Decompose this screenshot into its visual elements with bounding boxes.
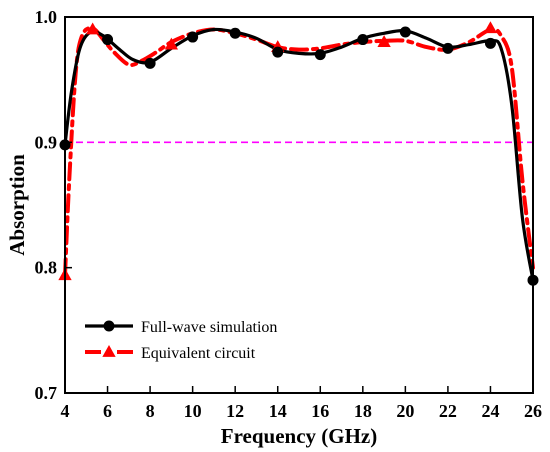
data-point-equivalent-circuit xyxy=(483,21,498,34)
series-layer xyxy=(58,21,539,286)
x-tick-label: 26 xyxy=(524,401,542,421)
legend-item-equivalent-circuit: Equivalent circuit xyxy=(85,345,256,362)
x-tick-label: 4 xyxy=(61,401,70,421)
data-point-equivalent-circuit xyxy=(164,37,179,50)
y-tick-label: 0.9 xyxy=(35,132,58,152)
x-tick-label: 18 xyxy=(354,401,372,421)
x-tick-label: 6 xyxy=(103,401,112,421)
x-tick-label: 12 xyxy=(226,401,244,421)
y-tick-label: 1.0 xyxy=(35,7,58,27)
legend-label-full-wave: Full-wave simulation xyxy=(141,319,277,336)
x-tick-label: 14 xyxy=(269,401,287,421)
x-tick-label: 22 xyxy=(439,401,457,421)
legend-marker-full-wave xyxy=(103,320,115,332)
legend: Full-wave simulation Equivalent circuit xyxy=(85,319,277,362)
tick-layer: 4 6 8 10 12 14 16 18 20 22 24 26 0.7 0.8 0.9 1.0 xyxy=(35,7,543,421)
plot-frame xyxy=(64,16,534,394)
legend-marker-equivalent-circuit xyxy=(102,345,116,357)
data-point-equivalent-circuit xyxy=(86,22,100,35)
series-line-full-wave xyxy=(63,27,535,282)
x-tick-label: 8 xyxy=(146,401,155,421)
legend-label-equivalent-circuit: Equivalent circuit xyxy=(141,345,256,362)
x-tick-label: 10 xyxy=(184,401,202,421)
x-tick-label: 20 xyxy=(396,401,414,421)
data-point-full-wave xyxy=(357,34,369,46)
data-point-full-wave xyxy=(442,42,454,54)
data-point-full-wave xyxy=(399,26,411,38)
x-axis-title: Frequency (GHz) xyxy=(221,424,378,448)
y-tick-label: 0.8 xyxy=(35,258,58,278)
y-axis-title: Absorption xyxy=(5,154,29,256)
x-tick-label: 16 xyxy=(311,401,329,421)
y-tick-label: 0.7 xyxy=(35,383,58,403)
data-point-full-wave xyxy=(272,46,284,58)
data-point-full-wave xyxy=(314,49,326,61)
data-point-full-wave xyxy=(144,57,156,69)
x-tick-label: 24 xyxy=(481,401,499,421)
data-point-full-wave xyxy=(102,34,114,46)
data-point-full-wave xyxy=(187,31,199,43)
data-point-full-wave xyxy=(484,37,496,49)
data-point-equivalent-circuit xyxy=(377,35,391,47)
legend-item-full-wave: Full-wave simulation xyxy=(85,319,277,336)
data-point-full-wave xyxy=(229,27,241,39)
series-line-equivalent-circuit xyxy=(63,26,535,278)
